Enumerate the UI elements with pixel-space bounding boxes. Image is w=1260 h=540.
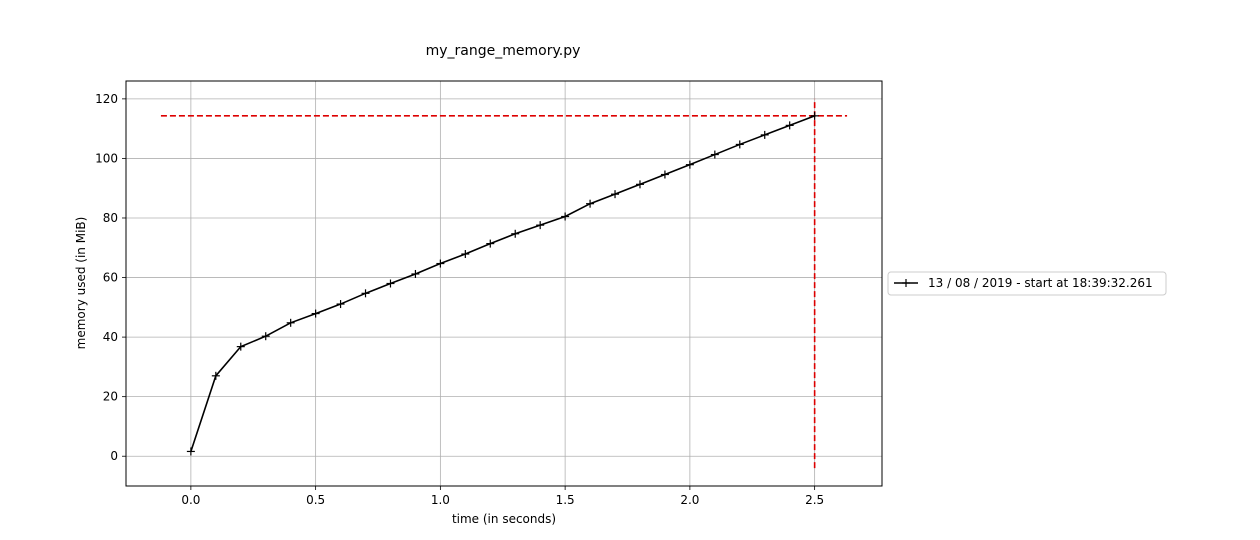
x-tick-label: 2.5 xyxy=(805,493,824,507)
data-point xyxy=(336,300,345,309)
y-tick-label: 20 xyxy=(103,390,118,404)
data-point xyxy=(286,318,295,327)
data-point xyxy=(810,111,819,120)
x-tick-label: 0.5 xyxy=(306,493,325,507)
y-axis-label: memory used (in MiB) xyxy=(74,217,88,350)
y-tick-label: 100 xyxy=(95,151,118,165)
series-layer xyxy=(186,111,819,456)
data-point xyxy=(211,371,220,380)
grid xyxy=(126,81,882,486)
y-tick-label: 40 xyxy=(103,330,118,344)
series-line xyxy=(190,115,815,452)
plot-area-frame xyxy=(125,80,883,487)
data-point xyxy=(685,160,694,169)
data-point xyxy=(436,259,445,268)
data-point xyxy=(511,229,520,238)
ticks: 0.0 0.5 1.0 1.5 2.0 2.5 0 20 40 60 80 100 120 xyxy=(95,92,824,507)
data-point xyxy=(760,130,769,139)
data-point xyxy=(486,239,495,248)
x-tick-label: 0.0 xyxy=(181,493,200,507)
legend: 13 / 08 / 2019 - start at 18:39:32.261 xyxy=(887,271,1167,296)
data-point xyxy=(186,447,195,456)
data-point xyxy=(411,269,420,278)
data-point xyxy=(586,199,595,208)
x-axis-label: time (in seconds) xyxy=(452,512,556,526)
legend-marker-swatch xyxy=(902,279,910,287)
data-point xyxy=(236,342,245,351)
x-tick-label: 2.0 xyxy=(680,493,699,507)
legend-label: 13 / 08 / 2019 - start at 18:39:32.261 xyxy=(928,276,1153,290)
y-tick-label: 0 xyxy=(110,449,118,463)
y-tick-label: 80 xyxy=(103,211,118,225)
data-point xyxy=(785,121,794,130)
data-point xyxy=(735,140,744,149)
data-point xyxy=(635,180,644,189)
data-point xyxy=(361,289,370,298)
data-point xyxy=(386,279,395,288)
data-point xyxy=(536,221,545,230)
chart-title: my_range_memory.py xyxy=(426,43,581,59)
y-tick-label: 120 xyxy=(95,92,118,106)
data-point xyxy=(461,250,470,259)
peak-markers xyxy=(160,98,848,469)
data-point xyxy=(261,332,270,341)
x-tick-label: 1.5 xyxy=(556,493,575,507)
data-point xyxy=(611,190,620,199)
x-tick-label: 1.0 xyxy=(431,493,450,507)
data-point xyxy=(311,309,320,318)
data-point xyxy=(660,170,669,179)
data-point xyxy=(561,212,570,221)
data-point xyxy=(710,150,719,159)
legend-box xyxy=(887,271,1167,296)
y-tick-label: 60 xyxy=(103,271,118,285)
